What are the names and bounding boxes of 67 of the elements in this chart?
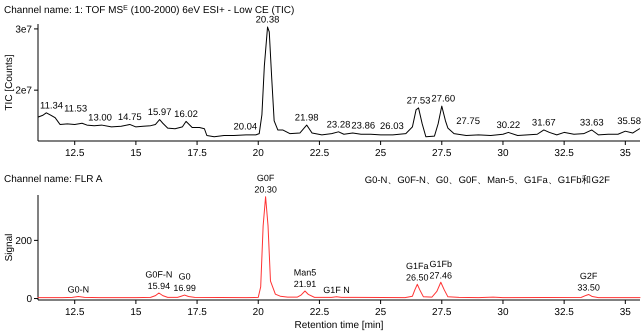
x-tick-label: 27.5 xyxy=(432,148,452,159)
annotation: G0F xyxy=(256,173,275,184)
annotation: 27.75 xyxy=(456,116,480,128)
annotation: 33.50 xyxy=(577,282,600,292)
annotation: 31.67 xyxy=(532,117,556,128)
x-tick-label: 32.5 xyxy=(554,148,574,159)
chart-title: Channel name: 1: TOF MS$^{E}$ (100-2000) 6eV ESI+ - Low CE (TIC) xyxy=(4,4,294,16)
x-tick-label: 30 xyxy=(497,307,509,318)
x-tick-label: 15 xyxy=(130,307,142,318)
annotation: 14.75 xyxy=(118,112,142,123)
x-tick-label: 20 xyxy=(252,307,264,318)
annotation: 16.02 xyxy=(174,108,198,120)
annotation: 21.91 xyxy=(294,278,316,289)
annotation: 27.46 xyxy=(430,270,452,280)
annotation: 27.60 xyxy=(431,94,456,105)
annotation: 26.50 xyxy=(406,272,429,282)
x-tick-label: 35 xyxy=(620,148,632,159)
line-series xyxy=(38,26,640,138)
line-series xyxy=(38,196,640,298)
annotation: 33.63 xyxy=(580,117,604,128)
annotation: 20.38 xyxy=(256,14,280,26)
y-axis-title: TIC [Counts] xyxy=(4,54,15,111)
annotation: 26.03 xyxy=(380,121,404,132)
annotation: G0 xyxy=(178,272,191,282)
annotation: G1F N xyxy=(323,284,350,295)
x-tick-label: 25 xyxy=(375,148,387,159)
annotation: 23.86 xyxy=(351,120,376,132)
x-tick-label: 35 xyxy=(620,307,632,318)
annotation: 15.97 xyxy=(148,107,172,118)
annotation: 21.98 xyxy=(294,112,319,124)
chart-title: Channel name: FLR A xyxy=(4,174,103,185)
x-tick-label: 17.5 xyxy=(187,307,208,318)
annotation: G2F xyxy=(580,270,598,281)
annotation: 15.94 xyxy=(148,281,170,292)
y-tick-label: 200 xyxy=(15,236,32,247)
x-axis-title: Retention time [min] xyxy=(294,320,384,331)
text: G0-N、G0F-N、G0、G0F、Man-5、G1Fa、G1Fb和G2F xyxy=(364,174,610,186)
annotation: G1Fa xyxy=(406,260,429,271)
annotation: Man5 xyxy=(294,267,316,278)
annotation: 20.30 xyxy=(254,184,277,195)
annotation: 11.53 xyxy=(64,103,88,114)
x-tick-label: 12.5 xyxy=(64,307,85,318)
annotation: 30.22 xyxy=(496,120,520,131)
y-tick-label: 2e7 xyxy=(15,86,32,97)
y-axis-title: Signal xyxy=(4,234,15,262)
annotation: G1Fb xyxy=(430,258,452,269)
x-tick-label: 25 xyxy=(375,307,387,318)
x-tick-label: 27.5 xyxy=(432,307,452,318)
annotation: 11.34 xyxy=(40,100,64,112)
y-tick-label: 0 xyxy=(26,294,32,306)
y-tick-label: 3e7 xyxy=(15,24,32,36)
annotation: 23.28 xyxy=(326,119,350,130)
x-tick-label: 20 xyxy=(252,148,264,159)
x-tick-label: 12.5 xyxy=(64,148,85,159)
x-tick-label: 22.5 xyxy=(310,307,330,318)
annotation: 16.99 xyxy=(173,283,196,294)
x-tick-label: 22.5 xyxy=(310,148,330,159)
annotation: 27.53 xyxy=(406,95,430,106)
x-tick-label: 17.5 xyxy=(187,148,208,159)
x-tick-label: 15 xyxy=(130,148,142,159)
annotation: 13.00 xyxy=(88,112,112,124)
annotation: 35.58 xyxy=(617,116,641,128)
annotation: G0-N xyxy=(68,284,90,295)
x-tick-label: 30 xyxy=(497,148,509,159)
annotation: G0F-N xyxy=(145,270,172,280)
x-tick-label: 32.5 xyxy=(554,307,574,318)
annotation: 20.04 xyxy=(233,122,258,133)
